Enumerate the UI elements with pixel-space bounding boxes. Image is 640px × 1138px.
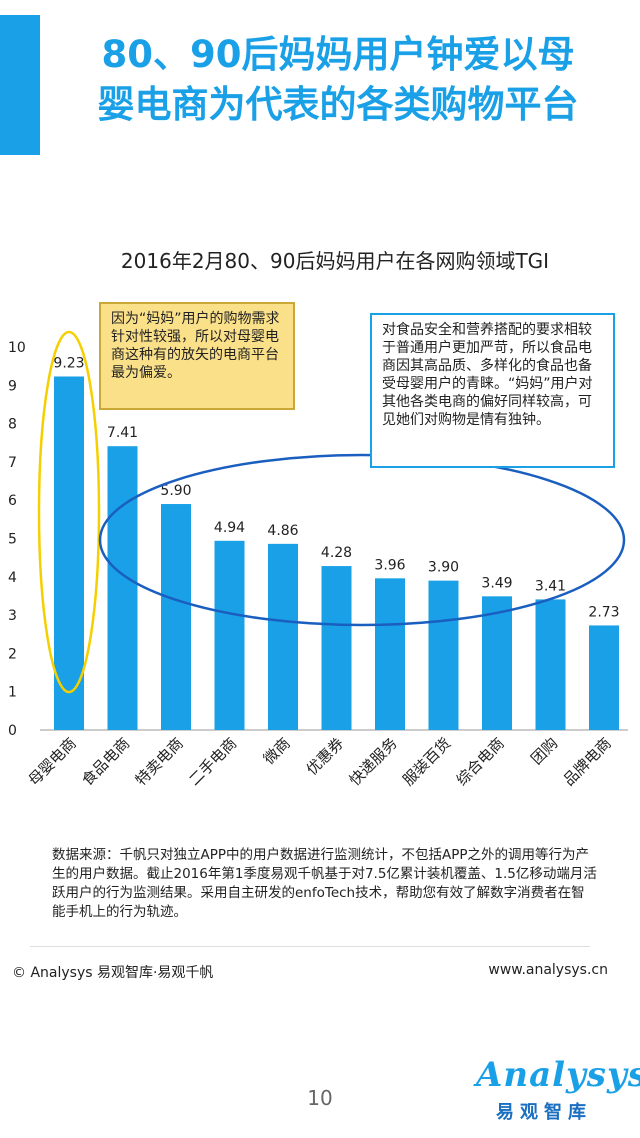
title-accent-bar bbox=[0, 15, 40, 155]
bar-9 bbox=[535, 599, 566, 730]
bar-6 bbox=[375, 578, 405, 730]
category-label: 二手电商 bbox=[185, 734, 240, 789]
y-tick-label: 0 bbox=[8, 723, 17, 739]
y-tick-label: 6 bbox=[8, 493, 17, 509]
y-tick-label: 4 bbox=[8, 570, 17, 586]
value-label: 7.41 bbox=[107, 425, 138, 441]
value-label: 2.73 bbox=[588, 604, 619, 620]
category-label: 特卖电商 bbox=[132, 734, 187, 789]
value-label: 3.90 bbox=[428, 560, 459, 576]
bar-2 bbox=[161, 504, 191, 730]
value-label: 3.96 bbox=[374, 557, 405, 573]
bar-4 bbox=[268, 543, 298, 730]
chart-area: 2016年2月80、90后妈妈用户在各网购领域TGI bbox=[0, 225, 640, 825]
chart-title: 2016年2月80、90后妈妈用户在各网购领域TGI bbox=[120, 249, 550, 273]
y-tick-label: 9 bbox=[8, 378, 17, 394]
category-label: 优惠券 bbox=[303, 734, 348, 779]
analysys-logo: Analysys 易观智库 bbox=[470, 1055, 640, 1125]
page-title: 80、90后妈妈用户钟爱以母 婴电商为代表的各类购物平台 bbox=[48, 30, 628, 130]
page-number: 10 bbox=[307, 1086, 333, 1110]
category-label: 服装百货 bbox=[399, 734, 454, 789]
y-tick-label: 5 bbox=[8, 532, 17, 548]
bar-7 bbox=[428, 580, 459, 730]
website-link[interactable]: www.analysys.cn bbox=[488, 962, 608, 978]
y-tick-label: 2 bbox=[8, 646, 17, 662]
bar-5 bbox=[321, 566, 352, 730]
logo-wordmark: Analysys bbox=[476, 1055, 640, 1095]
value-label: 9.23 bbox=[53, 355, 84, 371]
value-label: 4.28 bbox=[321, 545, 352, 561]
category-label: 母婴电商 bbox=[25, 734, 80, 789]
data-source-note: 数据来源：千帆只对独立APP中的用户数据进行监测统计，不包括APP之外的调用等行… bbox=[52, 847, 597, 920]
food-ecommerce-callout: 对食品安全和营养搭配的要求相较于普通用户更加严苛，所以食品电商因其高品质、多样化… bbox=[370, 313, 615, 468]
y-tick-label: 7 bbox=[8, 455, 17, 471]
footer-divider bbox=[30, 946, 590, 947]
page-title-line2: 婴电商为代表的各类购物平台 bbox=[97, 83, 579, 126]
mother-baby-callout: 因为“妈妈”用户的购物需求针对性较强，所以对母婴电商这种有的放矢的电商平台最为偏… bbox=[99, 302, 295, 410]
category-label: 综合电商 bbox=[453, 734, 508, 789]
copyright-text: © Analysys 易观智库·易观千帆 bbox=[12, 965, 214, 981]
y-tick-label: 8 bbox=[8, 417, 17, 433]
highlight-ellipse-yellow bbox=[37, 330, 101, 694]
category-label: 品牌电商 bbox=[560, 734, 615, 789]
value-label: 4.86 bbox=[267, 523, 298, 539]
value-label: 3.41 bbox=[535, 578, 566, 594]
category-label: 团购 bbox=[527, 734, 561, 768]
y-tick-label: 3 bbox=[8, 608, 17, 624]
bar-3 bbox=[214, 540, 245, 730]
value-label: 4.94 bbox=[214, 520, 245, 536]
tgi-bar-chart: 0 1 2 3 4 5 6 7 8 9 10 9.23 母婴电商 7.41 食品电商 5.90 特卖电商 4.94… bbox=[8, 330, 628, 789]
logo-chinese: 易观智库 bbox=[496, 1102, 592, 1123]
y-tick-label: 1 bbox=[8, 685, 17, 701]
y-tick-label: 10 bbox=[8, 340, 26, 356]
highlight-ellipse-blue bbox=[98, 453, 626, 627]
category-label: 微商 bbox=[260, 734, 294, 768]
bar-10 bbox=[589, 625, 619, 730]
bar-0 bbox=[54, 376, 84, 730]
bar-8 bbox=[482, 596, 512, 730]
category-label: 食品电商 bbox=[78, 734, 133, 789]
value-label: 3.49 bbox=[481, 575, 512, 591]
value-label: 5.90 bbox=[160, 483, 191, 499]
page-title-line1: 80、90后妈妈用户钟爱以母 bbox=[101, 33, 575, 76]
bar-1 bbox=[107, 446, 138, 730]
category-label: 快递服务 bbox=[346, 734, 401, 789]
